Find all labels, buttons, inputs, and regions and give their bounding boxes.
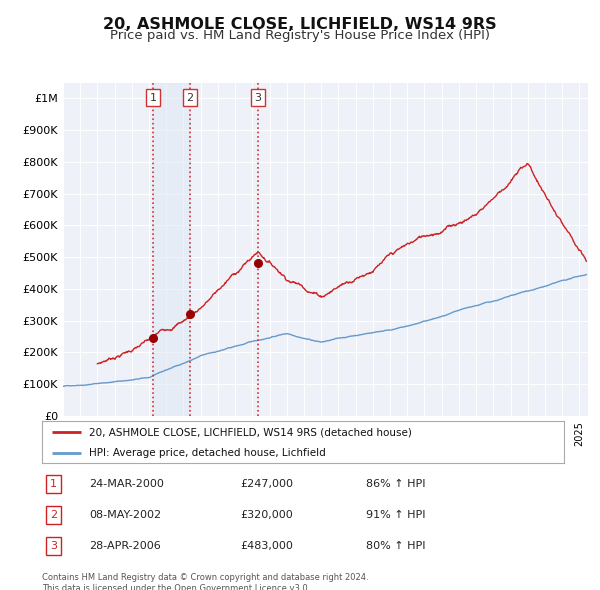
Text: 24-MAR-2000: 24-MAR-2000 bbox=[89, 479, 164, 489]
Text: HPI: Average price, detached house, Lichfield: HPI: Average price, detached house, Lich… bbox=[89, 448, 326, 457]
Text: 08-MAY-2002: 08-MAY-2002 bbox=[89, 510, 161, 520]
Text: 2: 2 bbox=[50, 510, 57, 520]
Text: £483,000: £483,000 bbox=[241, 541, 293, 551]
Text: 2: 2 bbox=[186, 93, 193, 103]
Text: 28-APR-2006: 28-APR-2006 bbox=[89, 541, 161, 551]
Text: 3: 3 bbox=[254, 93, 262, 103]
Text: 20, ASHMOLE CLOSE, LICHFIELD, WS14 9RS: 20, ASHMOLE CLOSE, LICHFIELD, WS14 9RS bbox=[103, 17, 497, 31]
Text: 91% ↑ HPI: 91% ↑ HPI bbox=[365, 510, 425, 520]
Text: 1: 1 bbox=[50, 479, 57, 489]
Text: 1: 1 bbox=[149, 93, 157, 103]
Text: 3: 3 bbox=[50, 541, 57, 551]
Bar bbox=[153, 83, 190, 416]
Text: 80% ↑ HPI: 80% ↑ HPI bbox=[365, 541, 425, 551]
Text: Price paid vs. HM Land Registry's House Price Index (HPI): Price paid vs. HM Land Registry's House … bbox=[110, 30, 490, 42]
Text: £247,000: £247,000 bbox=[241, 479, 293, 489]
Text: 20, ASHMOLE CLOSE, LICHFIELD, WS14 9RS (detached house): 20, ASHMOLE CLOSE, LICHFIELD, WS14 9RS (… bbox=[89, 427, 412, 437]
Text: £320,000: £320,000 bbox=[241, 510, 293, 520]
Text: 86% ↑ HPI: 86% ↑ HPI bbox=[365, 479, 425, 489]
Text: Contains HM Land Registry data © Crown copyright and database right 2024.
This d: Contains HM Land Registry data © Crown c… bbox=[42, 573, 368, 590]
